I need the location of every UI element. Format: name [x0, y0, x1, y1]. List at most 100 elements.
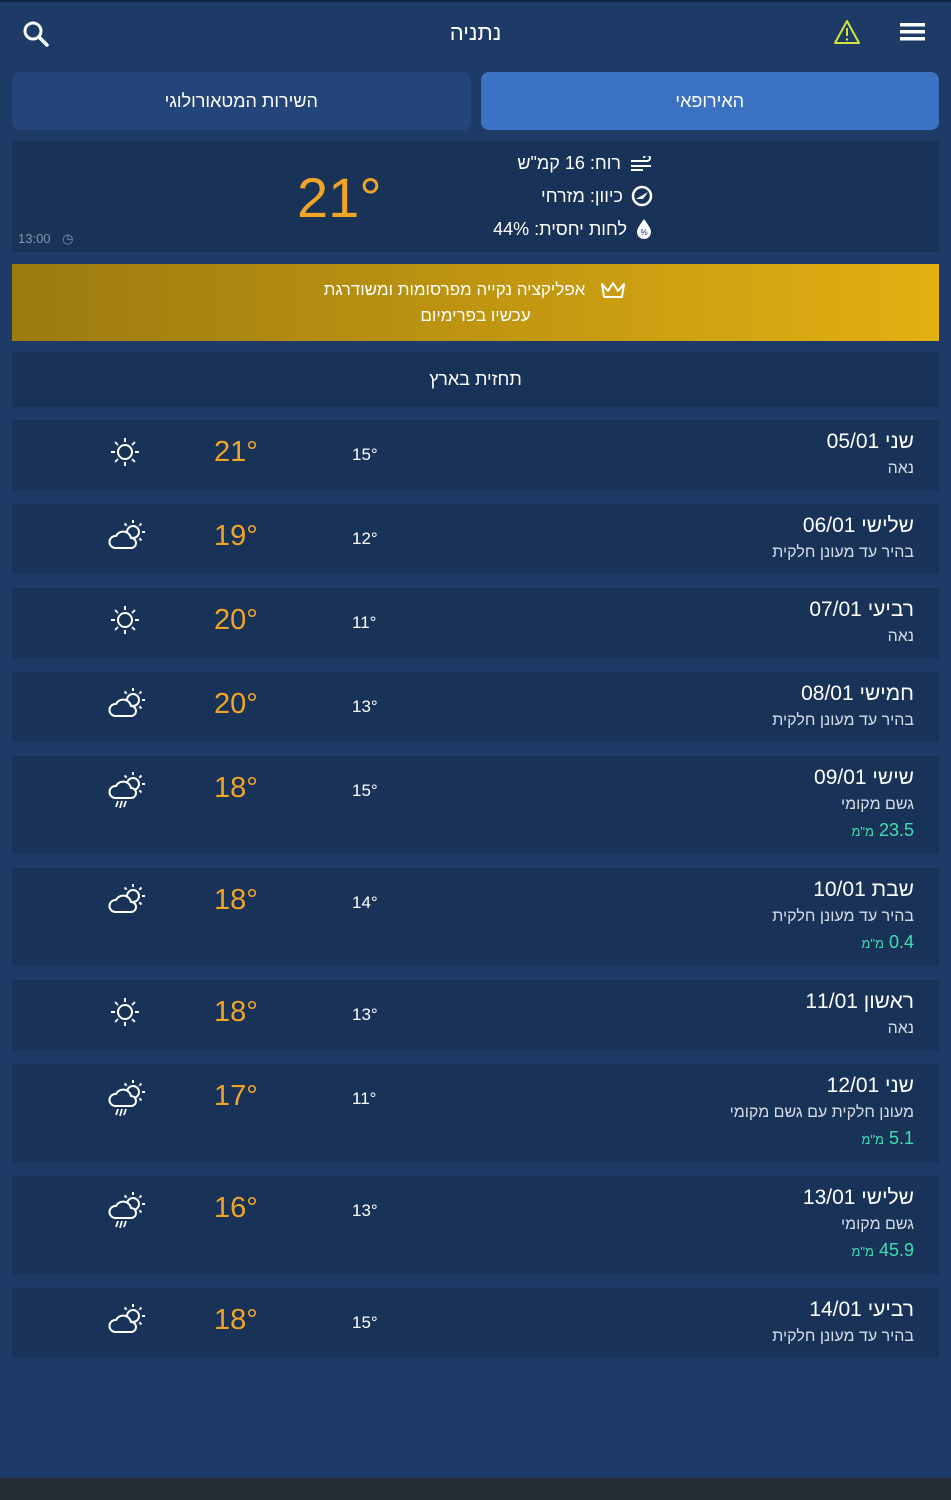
- max-temp: 21°: [214, 436, 258, 468]
- day-date: שלישי 06/01: [802, 514, 914, 537]
- day-date: שני 05/01: [826, 430, 914, 453]
- min-temp: 11°: [352, 1089, 377, 1108]
- min-temp: 13°: [352, 697, 378, 716]
- forecast-day-row[interactable]: ראשון 11/01 נאה 18° 13°: [12, 980, 939, 1050]
- wind-text: רוח: 16 קמ"ש: [517, 153, 621, 173]
- day-date: ראשון 11/01: [805, 990, 914, 1013]
- direction-row: כיוון: מזרחי: [541, 185, 653, 207]
- rain-icon: [107, 1078, 149, 1123]
- model-tabs: השירות המטאורולוגי האירופאי: [12, 72, 939, 130]
- rain-value: 5.1: [888, 1128, 914, 1148]
- rain-amount: 5.1 מ"מ: [861, 1128, 914, 1149]
- tab-meteorological-service[interactable]: השירות המטאורולוגי: [12, 72, 471, 130]
- partly-cloudy-icon: [107, 518, 149, 559]
- navigation-bar: [0, 1478, 951, 1500]
- day-description: נאה: [887, 1020, 914, 1037]
- max-temp: 17°: [214, 1080, 258, 1112]
- status-strip: [0, 0, 951, 2]
- promo-line-1: אפליקציה נקייה מפרסומות ומשודרגת: [323, 279, 586, 299]
- partly-cloudy-icon: [107, 882, 149, 923]
- premium-banner[interactable]: אפליקציה נקייה מפרסומות ומשודרגת עכשיו ב…: [12, 264, 939, 341]
- rain-unit: מ"מ: [861, 1132, 884, 1147]
- header: נתניה: [0, 2, 951, 64]
- day-description: מעונן חלקית עם גשם מקומי: [729, 1104, 914, 1121]
- min-temp: 15°: [352, 781, 378, 800]
- max-temp: 18°: [214, 996, 258, 1028]
- min-temp: 11°: [352, 613, 377, 632]
- day-description: בהיר עד מעונן חלקית: [772, 1328, 914, 1345]
- warning-icon[interactable]: [833, 19, 861, 45]
- forecast-day-row[interactable]: שלישי 06/01 בהיר עד מעונן חלקית 19° 12°: [12, 504, 939, 574]
- promo-line-2: עכשיו בפרימיום: [420, 305, 531, 325]
- day-description: בהיר עד מעונן חלקית: [772, 908, 914, 925]
- forecast-day-row[interactable]: שני 12/01 מעונן חלקית עם גשם מקומי 5.1 מ…: [12, 1064, 939, 1162]
- day-description: נאה: [887, 460, 914, 477]
- crown-icon: [601, 281, 626, 298]
- rain-amount: 45.9 מ"מ: [851, 1240, 914, 1261]
- max-temp: 16°: [214, 1192, 258, 1224]
- sun-icon: [107, 602, 143, 643]
- forecast-day-row[interactable]: חמישי 08/01 בהיר עד מעונן חלקית 20° 13°: [12, 672, 939, 742]
- forecast-day-row[interactable]: רביעי 14/01 בהיר עד מעונן חלקית 18° 15°: [12, 1288, 939, 1358]
- city-title[interactable]: נתניה: [449, 20, 502, 45]
- rain-unit: מ"מ: [861, 936, 884, 951]
- rain-amount: 0.4 מ"מ: [861, 932, 914, 953]
- rain-value: 0.4: [888, 932, 914, 952]
- day-date: שני 12/01: [826, 1074, 914, 1097]
- day-description: גשם מקומי: [841, 796, 914, 813]
- day-description: בהיר עד מעונן חלקית: [772, 544, 914, 561]
- update-time: 13:00 ◷: [18, 231, 74, 247]
- sun-icon: [107, 434, 143, 475]
- tab-european[interactable]: האירופאי: [480, 72, 939, 130]
- forecast-day-row[interactable]: שני 05/01 נאה 21° 15°: [12, 420, 939, 490]
- max-temp: 18°: [214, 772, 258, 804]
- min-temp: 15°: [352, 445, 378, 464]
- rain-icon: [107, 770, 149, 815]
- wind-row: רוח: 16 קמ"ש: [517, 153, 653, 174]
- time-label: 13:00: [18, 231, 51, 246]
- min-temp: 14°: [352, 893, 378, 912]
- forecast-day-row[interactable]: שישי 09/01 גשם מקומי 23.5 מ"מ 18° 15°: [12, 756, 939, 854]
- rain-value: 23.5: [878, 820, 914, 840]
- compass-icon: [631, 185, 653, 207]
- day-date: רביעי 14/01: [809, 1298, 914, 1321]
- day-date: שישי 09/01: [814, 766, 914, 789]
- forecast-day-row[interactable]: רביעי 07/01 נאה 20° 11°: [12, 588, 939, 658]
- sun-icon: [107, 994, 143, 1035]
- menu-icon[interactable]: [900, 21, 926, 43]
- direction-text: כיוון: מזרחי: [541, 185, 623, 206]
- rain-icon: [107, 1190, 149, 1235]
- rain-unit: מ"מ: [851, 824, 874, 839]
- day-description: נאה: [887, 628, 914, 645]
- min-temp: 15°: [352, 1313, 378, 1332]
- day-date: רביעי 07/01: [809, 598, 914, 621]
- section-title: תחזית בארץ: [12, 352, 939, 407]
- humidity-text: לחות יחסית: 44%: [493, 218, 627, 239]
- min-temp: 13°: [352, 1005, 378, 1024]
- min-temp: 12°: [352, 529, 378, 548]
- partly-cloudy-icon: [107, 1302, 149, 1343]
- current-temp: 21°: [297, 166, 382, 229]
- clock-icon: ◷: [62, 231, 74, 246]
- rain-amount: 23.5 מ"מ: [851, 820, 914, 841]
- day-date: שלישי 13/01: [802, 1186, 914, 1209]
- rain-unit: מ"מ: [851, 1244, 874, 1259]
- max-temp: 18°: [214, 1304, 258, 1336]
- day-description: גשם מקומי: [841, 1216, 914, 1233]
- max-temp: 19°: [214, 520, 258, 552]
- humidity-drop-icon: %: [637, 219, 651, 239]
- forecast-day-row[interactable]: שלישי 13/01 גשם מקומי 45.9 מ"מ 16° 13°: [12, 1176, 939, 1274]
- max-temp: 20°: [214, 604, 258, 636]
- max-temp: 18°: [214, 884, 258, 916]
- day-date: שבת 10/01: [813, 878, 914, 901]
- search-icon[interactable]: [22, 20, 50, 48]
- min-temp: 13°: [352, 1201, 378, 1220]
- rain-value: 45.9: [878, 1240, 914, 1260]
- wind-icon: [631, 155, 651, 171]
- humidity-row: % לחות יחסית: 44%: [493, 218, 653, 240]
- forecast-day-row[interactable]: שבת 10/01 בהיר עד מעונן חלקית 0.4 מ"מ 18…: [12, 868, 939, 966]
- partly-cloudy-icon: [107, 686, 149, 727]
- svg-text:%: %: [640, 228, 647, 237]
- current-weather-card: 21° 13:00 ◷ רוח: 16 קמ"ש כיוון: מזרחי % ל…: [12, 141, 939, 252]
- day-date: חמישי 08/01: [801, 682, 914, 705]
